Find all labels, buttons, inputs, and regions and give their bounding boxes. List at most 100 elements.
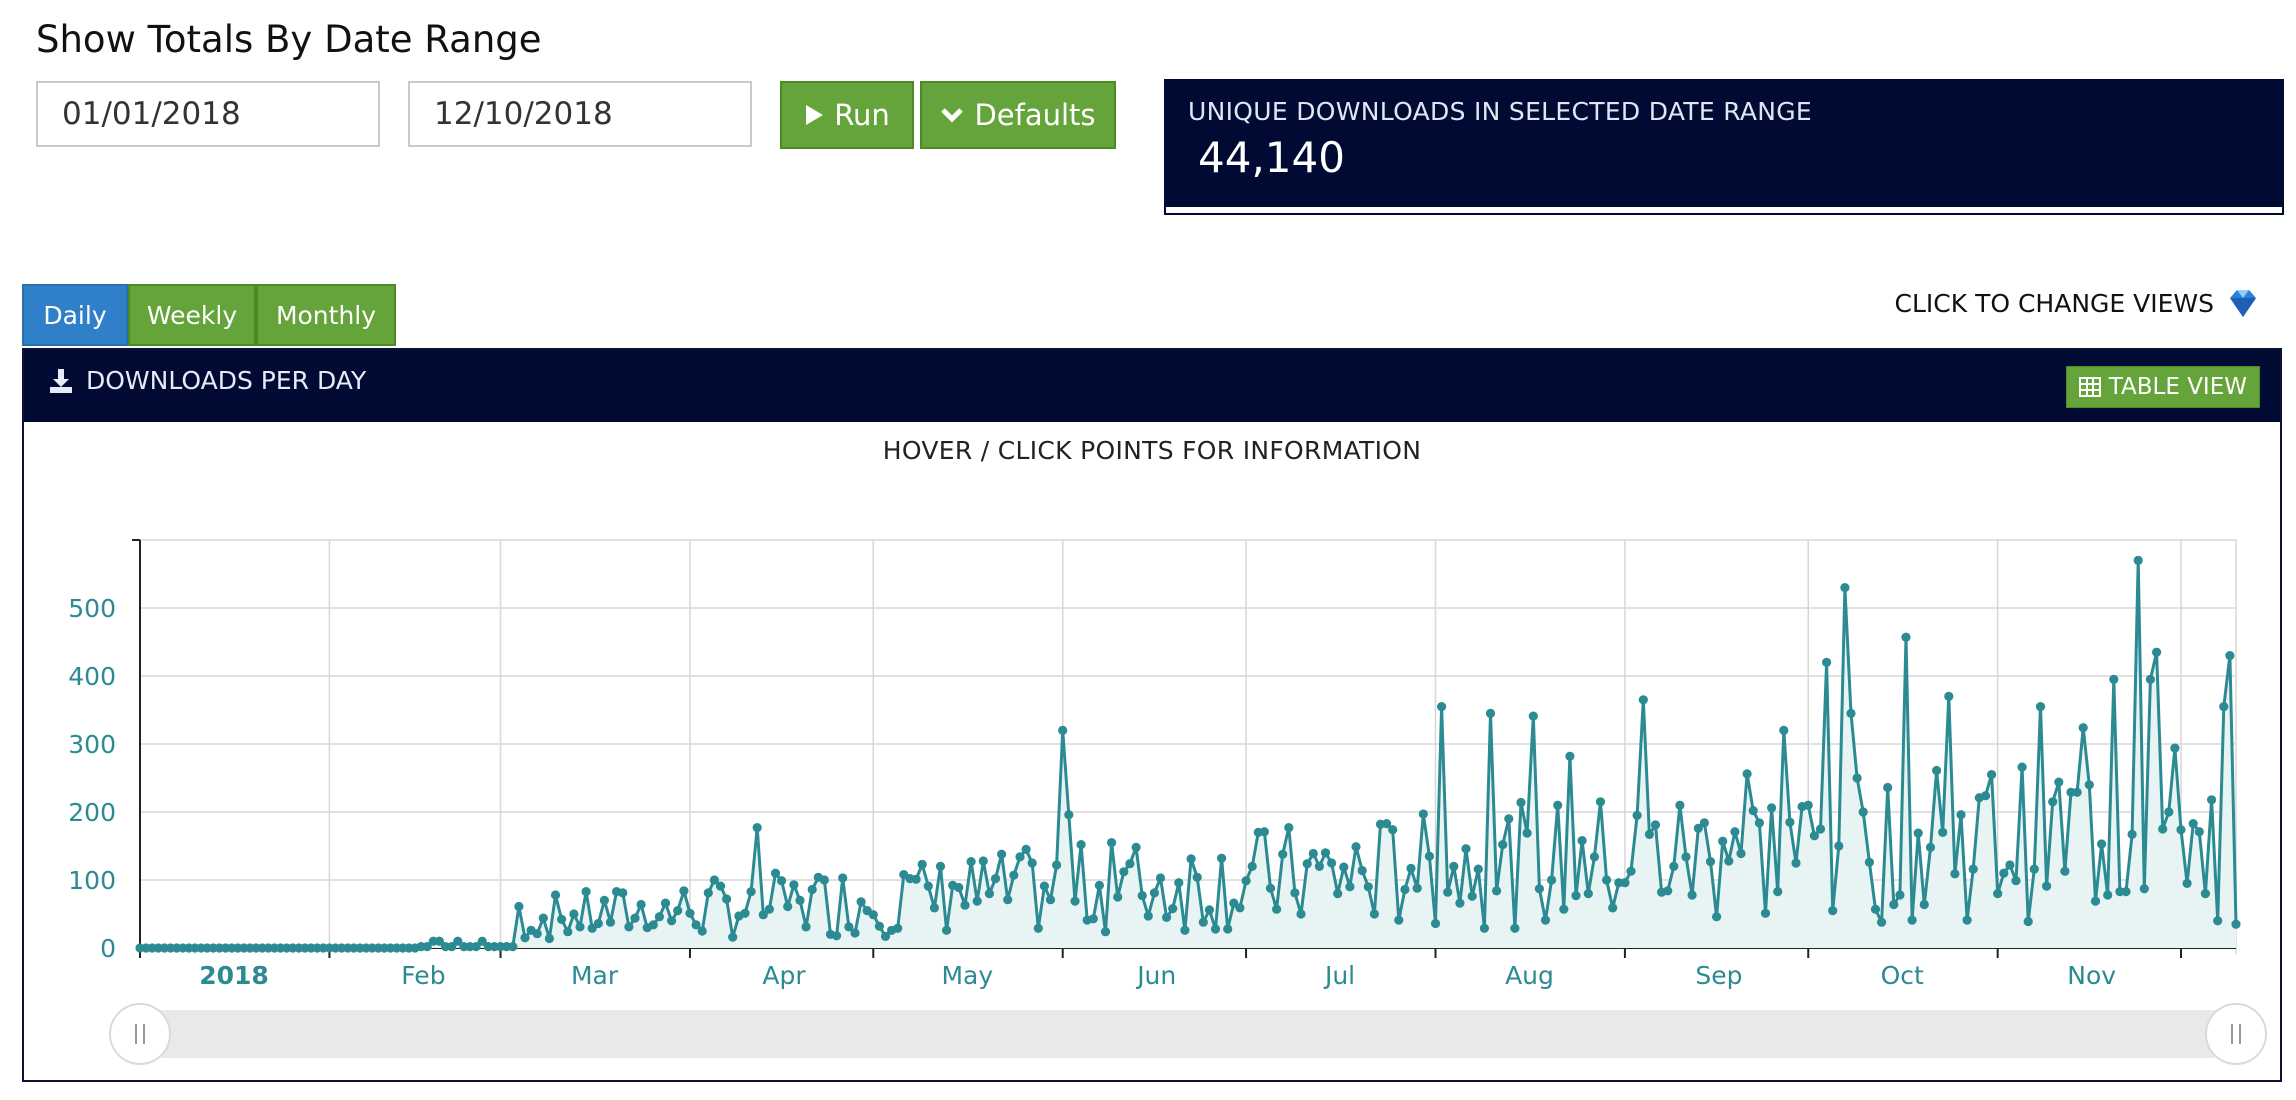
data-point[interactable] [868,910,878,920]
data-point[interactable] [807,884,817,895]
data-point[interactable] [1009,870,1019,880]
data-point[interactable] [2164,807,2174,817]
data-point[interactable] [984,889,995,899]
data-point[interactable] [1553,800,1563,810]
data-point[interactable] [1993,889,2003,899]
data-point[interactable] [1516,797,1526,808]
data-point[interactable] [1742,769,1752,779]
data-point[interactable] [1290,888,1300,898]
data-point[interactable] [1424,851,1434,861]
data-point[interactable] [2109,674,2119,684]
tab-daily[interactable]: Daily [22,284,128,346]
data-point[interactable] [1773,887,1783,897]
data-point[interactable] [1540,915,1551,925]
data-point[interactable] [1388,825,1398,835]
data-point[interactable] [1822,657,1832,667]
data-point[interactable] [893,923,903,933]
data-point[interactable] [972,896,982,906]
data-point[interactable] [1779,725,1789,735]
data-point[interactable] [1467,891,1477,901]
data-point[interactable] [1027,858,1037,868]
data-point[interactable] [1039,881,1049,891]
data-point[interactable] [1681,852,1691,862]
data-point[interactable] [1394,915,1404,925]
data-point[interactable] [1846,708,1856,718]
data-point[interactable] [880,931,891,942]
data-point[interactable] [1149,888,1159,898]
data-point[interactable] [477,936,487,946]
data-point[interactable] [1650,820,1661,830]
data-point[interactable] [2145,674,2155,684]
data-point[interactable] [1858,807,1868,817]
data-point[interactable] [581,887,591,897]
data-point[interactable] [1162,912,1172,923]
range-slider-left-handle[interactable] [109,1003,171,1065]
data-point[interactable] [954,882,964,893]
data-point[interactable] [1815,824,1826,834]
data-point[interactable] [1284,823,1294,833]
data-point[interactable] [1522,828,1532,838]
data-point[interactable] [520,933,530,943]
data-point[interactable] [1235,903,1245,913]
data-point[interactable] [935,861,946,871]
data-point[interactable] [1602,875,1612,885]
data-point[interactable] [1950,869,1960,879]
data-point[interactable] [1192,872,1202,882]
data-point[interactable] [1583,889,1593,899]
data-point[interactable] [1791,858,1801,868]
data-point[interactable] [1870,904,1881,914]
data-point[interactable] [1125,859,1135,869]
data-point[interactable] [1834,841,1844,851]
data-point[interactable] [1828,906,1838,916]
data-point[interactable] [1437,702,1447,712]
data-point[interactable] [856,897,866,907]
data-point[interactable] [1632,810,1642,820]
data-point[interactable] [1155,873,1166,883]
data-point[interactable] [1699,818,1709,828]
data-point[interactable] [569,909,579,919]
data-point[interactable] [1705,857,1716,867]
data-point[interactable] [1143,911,1153,921]
data-point[interactable] [1174,878,1184,888]
data-point[interactable] [1052,860,1062,870]
data-point[interactable] [1107,838,1117,848]
data-point[interactable] [1663,886,1673,896]
data-point[interactable] [923,881,933,891]
data-point[interactable] [648,920,658,930]
data-point[interactable] [2188,819,2198,829]
data-point[interactable] [746,887,756,897]
data-point[interactable] [2231,919,2241,929]
tab-weekly[interactable]: Weekly [128,284,256,346]
data-point[interactable] [2133,555,2143,565]
data-point[interactable] [722,894,732,904]
data-point[interactable] [2103,890,2113,900]
data-point[interactable] [1180,925,1190,935]
table-view-button[interactable]: TABLE VIEW [2065,366,2260,408]
data-point[interactable] [1247,861,1257,871]
data-point[interactable] [850,928,860,938]
data-point[interactable] [1669,861,1679,871]
data-point[interactable] [2176,825,2186,835]
data-point[interactable] [447,942,457,952]
data-point[interactable] [2078,723,2088,733]
data-point[interactable] [2060,866,2070,876]
data-point[interactable] [703,888,713,898]
data-point[interactable] [550,890,561,900]
data-point[interactable] [990,874,1001,884]
data-point[interactable] [1265,883,1276,893]
data-point[interactable] [2090,896,2101,906]
data-point[interactable] [1186,854,1196,864]
data-point[interactable] [532,929,542,939]
data-point[interactable] [960,900,970,910]
data-point[interactable] [422,942,432,952]
data-point[interactable] [1308,848,1318,859]
data-point[interactable] [1803,800,1813,810]
data-point[interactable] [1608,903,1618,913]
data-point[interactable] [1449,861,1459,871]
data-point[interactable] [1430,918,1441,929]
data-point[interactable] [1730,827,1740,837]
data-point[interactable] [1045,895,1056,905]
data-point[interactable] [1015,852,1025,862]
data-point[interactable] [1314,861,1324,871]
data-point[interactable] [1198,917,1208,927]
